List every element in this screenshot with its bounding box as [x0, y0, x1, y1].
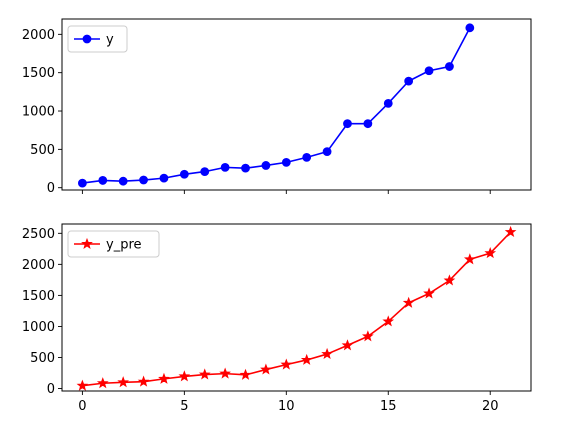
data-point	[300, 353, 313, 365]
series-line-y_pre	[82, 231, 512, 387]
data-point	[382, 315, 395, 327]
subplot-1: 0 500 1000 1500 2000 y	[22, 18, 532, 196]
data-point	[404, 76, 414, 86]
y-tick-label: 500	[30, 143, 55, 158]
data-point	[321, 347, 333, 360]
data-point	[158, 372, 170, 384]
data-point	[96, 377, 109, 389]
data-point	[322, 147, 332, 157]
y-tick-label: 0	[47, 382, 55, 397]
data-point	[260, 363, 272, 375]
data-point	[383, 98, 393, 108]
data-point	[200, 167, 210, 176]
y-tick-label: 1500	[22, 66, 55, 81]
data-point	[463, 253, 476, 265]
data-point	[281, 157, 291, 167]
legend-label: y_pre	[106, 238, 142, 253]
data-point	[341, 339, 354, 351]
plot-area	[62, 19, 531, 190]
legend-marker	[81, 237, 93, 249]
data-point	[139, 175, 148, 185]
y-tick-label: 500	[30, 351, 55, 366]
data-point	[504, 225, 517, 238]
data-point	[261, 161, 271, 170]
data-point	[484, 247, 497, 259]
y-tick-label: 1000	[22, 105, 55, 120]
y-tick-label: 2500	[22, 227, 55, 242]
data-point	[118, 176, 128, 186]
data-point	[77, 178, 87, 188]
x-tick-label: 0	[78, 399, 86, 414]
data-point	[219, 367, 231, 379]
data-point	[198, 368, 211, 380]
data-point	[363, 119, 373, 129]
data-point	[302, 153, 312, 162]
y-tick-label: 2000	[22, 258, 55, 273]
data-point	[445, 62, 454, 71]
data-point	[443, 274, 456, 286]
axes-frame	[61, 223, 532, 392]
legend-marker	[82, 34, 92, 44]
x-tick-label: 5	[180, 399, 188, 414]
data-point	[117, 376, 130, 388]
y-tick-label: 1500	[22, 289, 55, 304]
data-point	[424, 66, 434, 76]
y-tick-label: 0	[47, 181, 55, 196]
data-point	[159, 173, 169, 183]
y-tick-label: 2000	[22, 28, 55, 43]
data-point	[76, 379, 89, 391]
y-tick-label: 1000	[22, 320, 55, 335]
data-point	[239, 368, 252, 380]
data-point	[362, 330, 374, 342]
data-point	[280, 358, 293, 370]
data-point	[423, 287, 435, 299]
data-point	[465, 23, 475, 33]
subplot-2: 0 500 1000 1500 2000 2500 0 5 10 15 20 y_pre	[22, 223, 532, 414]
legend-label: y	[106, 33, 114, 48]
data-point	[98, 176, 108, 185]
data-point	[178, 370, 191, 382]
data-point	[241, 163, 250, 173]
legend-box	[67, 230, 160, 258]
data-point	[402, 296, 415, 308]
data-point	[220, 162, 230, 172]
data-point	[137, 375, 150, 387]
x-tick-label: 20	[482, 399, 499, 414]
data-point	[343, 119, 352, 129]
axes-frame	[61, 18, 532, 191]
x-tick-label: 10	[278, 399, 295, 414]
x-tick-label: 15	[380, 399, 397, 414]
data-point	[179, 169, 189, 179]
